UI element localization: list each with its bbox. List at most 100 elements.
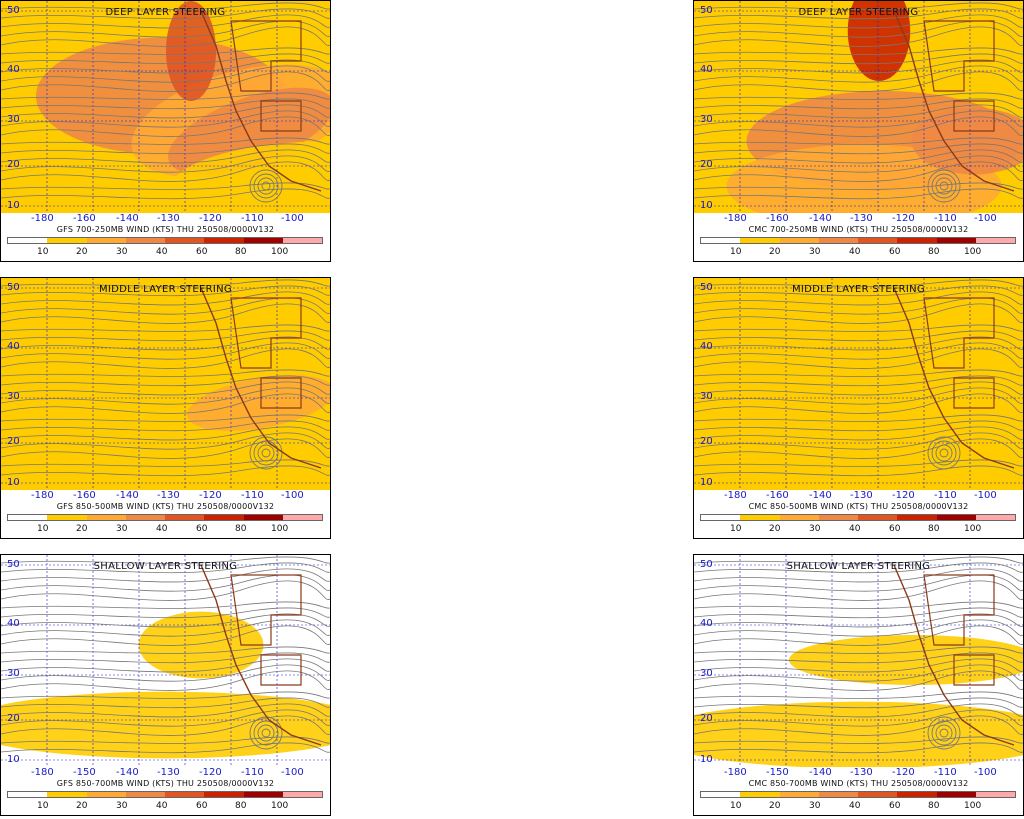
streamline	[694, 330, 1023, 342]
lon-label: -110	[934, 213, 957, 224]
streamline	[1, 279, 330, 287]
colorbar-tick: 40	[849, 247, 861, 257]
colorbar-swatch	[86, 515, 126, 520]
streamline	[694, 426, 1023, 441]
streamline	[1, 426, 330, 441]
cyclone-streamline	[249, 169, 283, 203]
streamline	[694, 619, 1023, 637]
streamline	[1, 691, 330, 699]
lat-label: 40	[7, 341, 20, 352]
lon-label: -180	[724, 490, 747, 501]
lat-label: 20	[7, 436, 20, 447]
streamline	[1, 664, 330, 682]
lon-label: -160	[766, 213, 789, 224]
lon-label: -100	[281, 213, 304, 224]
streamline	[1, 110, 330, 128]
streamline	[694, 279, 1023, 287]
streamline	[1, 59, 330, 74]
lon-label: -180	[724, 213, 747, 224]
lon-label: -130	[850, 490, 873, 501]
wind-shade	[694, 701, 1023, 767]
lat-label: 10	[7, 200, 20, 211]
wind-shade	[168, 141, 330, 213]
streamline	[1, 742, 330, 754]
streamline	[694, 703, 1023, 718]
colorbar-tick: 100	[271, 524, 289, 534]
streamline	[1, 149, 330, 164]
streamline	[1, 736, 330, 744]
colorbar-tick: 20	[769, 247, 781, 257]
lon-label: -120	[892, 767, 915, 778]
colorbar-tick: 20	[76, 247, 88, 257]
cyclone-streamline	[257, 724, 275, 742]
colorbar-tick: 40	[849, 524, 861, 534]
lat-label: 40	[700, 64, 713, 75]
streamline	[1, 20, 330, 38]
wind-shade	[694, 454, 1023, 490]
lon-label: -160	[766, 490, 789, 501]
colorbar-swatch	[818, 792, 858, 797]
colorbar-tick: 60	[889, 524, 901, 534]
colorbar-swatch	[204, 792, 244, 797]
colorbar-tick: 20	[769, 524, 781, 534]
streamline	[694, 303, 1023, 324]
panel-gfs-middle: MIDDLE LAYER STEERING 50 40 30 20 10 -18…	[0, 277, 331, 539]
streamline	[694, 387, 1023, 405]
streamline	[694, 375, 1023, 387]
streamline	[694, 291, 1023, 306]
colorbar-tick: 80	[235, 247, 247, 257]
lon-label: -140	[116, 767, 139, 778]
panel-cmc-deep: DEEP LAYER STEERING 50 40 30 20 10 -180 …	[693, 0, 1024, 262]
streamline	[694, 59, 1023, 74]
colorbar-swatch	[243, 515, 283, 520]
streamline	[694, 652, 1023, 664]
lat-label: 40	[700, 618, 713, 629]
state-borders	[953, 377, 995, 409]
streamline	[694, 381, 1023, 396]
streamline	[694, 20, 1023, 38]
colorbar-tick: 30	[116, 524, 128, 534]
colorbar-swatch	[8, 792, 48, 797]
streamline	[694, 670, 1023, 691]
streamline	[1, 98, 330, 110]
lon-label: -100	[974, 490, 997, 501]
colorbar-swatch	[936, 515, 976, 520]
colorbar	[7, 791, 323, 798]
lon-label: -120	[199, 213, 222, 224]
lon-label: -150	[73, 767, 96, 778]
panel-caption: GFS 850-500MB WIND (KTS) THU 250508/0000…	[56, 502, 275, 511]
colorbar-ticks: 10 20 30 40 60 80 100	[1, 247, 330, 259]
streamline	[694, 65, 1023, 83]
streamline	[1, 2, 330, 10]
streamline	[1, 646, 330, 654]
cyclone-streamline	[935, 444, 953, 462]
streamline	[694, 459, 1023, 467]
streamline	[1, 459, 330, 467]
streamline	[694, 393, 1023, 414]
colorbar-tick: 30	[116, 247, 128, 257]
colorbar-swatch	[936, 792, 976, 797]
colorbar-tick: 80	[928, 524, 940, 534]
panel-caption: GFS 700-250MB WIND (KTS) THU 250508/0000…	[56, 225, 275, 234]
colorbar-swatch	[897, 238, 937, 243]
cyclone-streamline	[257, 177, 275, 195]
colorbar-swatch	[858, 238, 898, 243]
lon-labels: -180 -160 -140 -130 -120 -110 -100	[1, 213, 330, 225]
colorbar-swatch	[47, 792, 87, 797]
colorbar-swatch	[47, 515, 87, 520]
colorbar-swatch	[701, 238, 741, 243]
streamline	[694, 104, 1023, 119]
lat-label: 30	[700, 114, 713, 125]
colorbar-swatch	[779, 515, 819, 520]
cyclone-streamline	[927, 436, 961, 470]
streamline	[1, 420, 330, 432]
lat-label: 50	[700, 282, 713, 293]
streamline	[1, 26, 330, 47]
lon-label: -120	[199, 767, 222, 778]
streamline	[694, 26, 1023, 47]
streamline	[1, 465, 330, 477]
panel-title: MIDDLE LAYER STEERING	[792, 284, 925, 295]
colorbar-tick: 10	[730, 524, 742, 534]
colorbar-tick: 40	[849, 801, 861, 811]
colorbar-ticks: 10 20 30 40 60 80 100	[694, 247, 1023, 259]
